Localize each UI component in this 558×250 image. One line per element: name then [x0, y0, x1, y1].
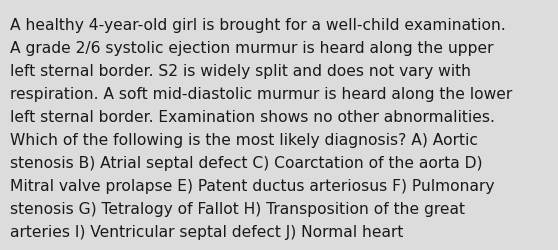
Text: stenosis G) Tetralogy of Fallot H) Transposition of the great: stenosis G) Tetralogy of Fallot H) Trans… — [10, 202, 465, 216]
Text: left sternal border. Examination shows no other abnormalities.: left sternal border. Examination shows n… — [10, 110, 495, 124]
Text: left sternal border. S2 is widely split and does not vary with: left sternal border. S2 is widely split … — [10, 64, 471, 78]
Text: A healthy 4-year-old girl is brought for a well-child examination.: A healthy 4-year-old girl is brought for… — [10, 18, 506, 32]
Text: Which of the following is the most likely diagnosis? A) Aortic: Which of the following is the most likel… — [10, 132, 478, 148]
Text: respiration. A soft mid-diastolic murmur is heard along the lower: respiration. A soft mid-diastolic murmur… — [10, 86, 512, 102]
Text: Mitral valve prolapse E) Patent ductus arteriosus F) Pulmonary: Mitral valve prolapse E) Patent ductus a… — [10, 178, 494, 194]
Text: stenosis B) Atrial septal defect C) Coarctation of the aorta D): stenosis B) Atrial septal defect C) Coar… — [10, 156, 483, 170]
Text: arteries I) Ventricular septal defect J) Normal heart: arteries I) Ventricular septal defect J)… — [10, 224, 403, 240]
Text: A grade 2/6 systolic ejection murmur is heard along the upper: A grade 2/6 systolic ejection murmur is … — [10, 40, 493, 56]
